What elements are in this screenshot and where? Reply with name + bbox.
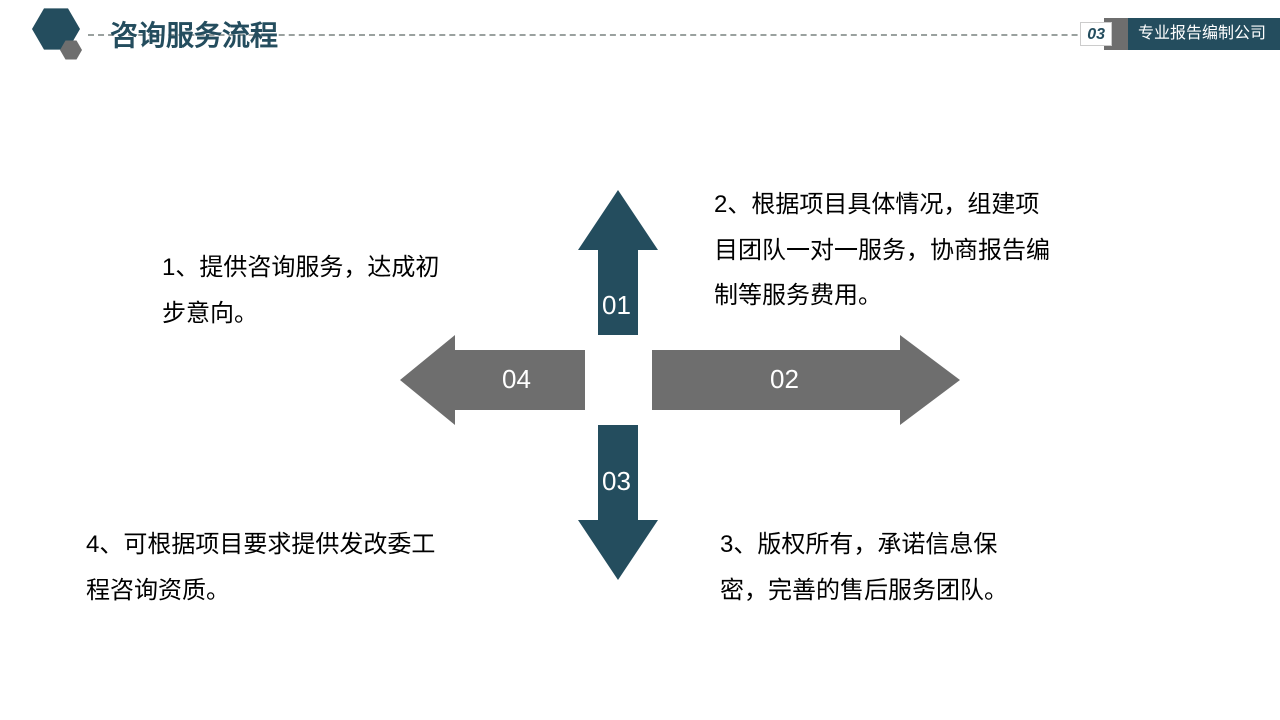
arrow-label-03: 03: [602, 466, 631, 497]
arrow-left: [400, 335, 585, 425]
process-step-4: 4、可根据项目要求提供发改委工程咨询资质。: [86, 522, 436, 613]
hexagon-icon-small: [60, 40, 82, 60]
slide-header: 咨询服务流程 03 专业报告编制公司: [0, 0, 1280, 60]
arrow-label-02: 02: [770, 364, 799, 395]
arrow-down: [578, 425, 658, 580]
process-step-2: 2、根据项目具体情况，组建项目团队一对一服务，协商报告编制等服务费用。: [714, 182, 1054, 319]
page-title: 咨询服务流程: [110, 14, 278, 54]
arrow-label-04: 04: [502, 364, 531, 395]
process-step-1: 1、提供咨询服务，达成初步意向。: [162, 245, 452, 336]
arrow-label-01: 01: [602, 290, 631, 321]
process-step-3: 3、版权所有，承诺信息保密，完善的售后服务团队。: [720, 522, 1040, 613]
process-diagram: 01 02 03 04 1、提供咨询服务，达成初步意向。 2、根据项目具体情况，…: [0, 90, 1280, 670]
section-badge: 03 专业报告编制公司: [1072, 18, 1280, 50]
badge-label: 专业报告编制公司: [1128, 18, 1280, 50]
arrow-right: [652, 335, 960, 425]
badge-number: 03: [1080, 22, 1112, 46]
